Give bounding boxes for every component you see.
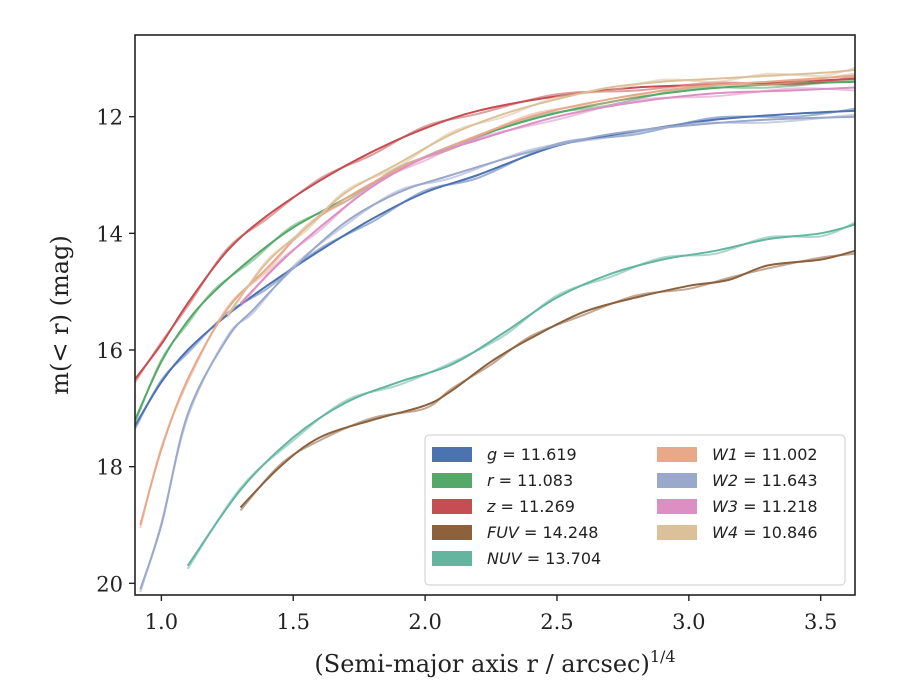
y-axis-label: m(< r) (mag) bbox=[46, 235, 74, 394]
x-tick-label: 2.0 bbox=[408, 610, 441, 634]
legend-label-w3: W3 = 11.218 bbox=[712, 497, 818, 516]
x-tick-label: 1.5 bbox=[277, 610, 310, 634]
x-tick-label: 1.0 bbox=[145, 610, 178, 634]
legend-swatch-g bbox=[432, 447, 472, 462]
legend-label-z: z = 11.269 bbox=[486, 497, 575, 516]
y-tick-label: 20 bbox=[96, 572, 123, 596]
legend-box bbox=[424, 434, 846, 586]
plot-area bbox=[135, 67, 855, 593]
y-tick-label: 12 bbox=[96, 106, 123, 130]
series-fuv-line bbox=[239, 249, 855, 509]
series-nuv-line bbox=[186, 223, 855, 567]
legend-swatch-fuv bbox=[432, 525, 472, 540]
series-w2-line bbox=[139, 115, 855, 590]
series-w3-profile-secondary bbox=[239, 87, 855, 307]
legend: g = 11.619 r = 11.083 z = 11.269 FUV = 14.2… bbox=[424, 434, 846, 586]
legend-swatch-z bbox=[432, 499, 472, 514]
series-w1-line bbox=[139, 74, 855, 526]
x-tick-label: 2.5 bbox=[540, 610, 573, 634]
legend-label-r: r = 11.083 bbox=[487, 471, 573, 490]
legend-label-w2: W2 = 11.643 bbox=[712, 471, 818, 490]
y-tick-label: 14 bbox=[96, 222, 123, 246]
legend-swatch-nuv bbox=[432, 551, 472, 566]
x-tick-label: 3.0 bbox=[672, 610, 705, 634]
y-tick-label: 16 bbox=[96, 339, 123, 363]
series-g-line bbox=[135, 109, 855, 427]
legend-label-g: g = 11.619 bbox=[487, 445, 577, 464]
series-w3-line bbox=[239, 86, 855, 304]
legend-label-nuv: NUV = 13.704 bbox=[487, 549, 601, 568]
axes-frame bbox=[134, 34, 856, 596]
legend-swatch-r bbox=[432, 473, 472, 488]
x-tick-label: 3.5 bbox=[804, 610, 837, 634]
legend-label-w4: W4 = 10.846 bbox=[712, 523, 818, 542]
series-fuv-profile-secondary bbox=[239, 252, 855, 512]
legend-swatch-w1 bbox=[657, 447, 697, 462]
legend-swatch-w2 bbox=[657, 473, 697, 488]
series-w4-line bbox=[226, 69, 855, 316]
legend-swatch-w3 bbox=[657, 499, 697, 514]
legend-label-fuv: FUV = 14.248 bbox=[487, 523, 598, 542]
y-tick-label: 18 bbox=[96, 456, 123, 480]
axis-ticks: 1.0 1.5 2.0 2.5 3.0 3.5 12 14 16 18 20 bbox=[96, 106, 837, 634]
series-g-profile-secondary bbox=[135, 107, 855, 430]
legend-swatch-w4 bbox=[657, 525, 697, 540]
x-axis-label: (Semi-major axis r / arcsec)1/4 bbox=[314, 647, 675, 678]
series-nuv-profile-secondary bbox=[186, 221, 855, 570]
legend-label-w1: W1 = 11.002 bbox=[712, 445, 818, 464]
